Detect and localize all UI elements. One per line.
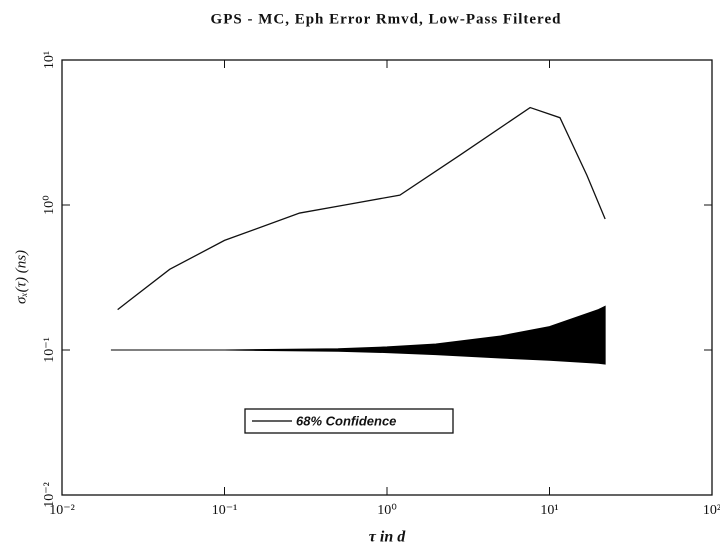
legend-label: 68% Confidence	[296, 413, 396, 428]
y-axis-label: σₓ(τ) (ns)	[13, 250, 29, 304]
y-tick-label: 10¹	[42, 51, 57, 69]
confidence-band	[110, 305, 606, 365]
x-tick-label: 10¹	[540, 503, 558, 518]
x-tick-label: 10⁰	[377, 503, 397, 518]
y-tick-label: 10⁻¹	[42, 337, 57, 363]
y-tick-label: 10⁰	[42, 195, 57, 215]
y-tick-label: 10⁻²	[42, 482, 57, 508]
x-tick-label: 10²	[703, 503, 720, 518]
chart-title: GPS - MC, Eph Error Rmvd, Low-Pass Filte…	[211, 11, 562, 27]
line	[117, 106, 606, 311]
x-axis-label: τ in d	[369, 529, 406, 546]
x-tick-label: 10⁻²	[49, 503, 75, 518]
x-tick-label: 10⁻¹	[212, 503, 238, 518]
